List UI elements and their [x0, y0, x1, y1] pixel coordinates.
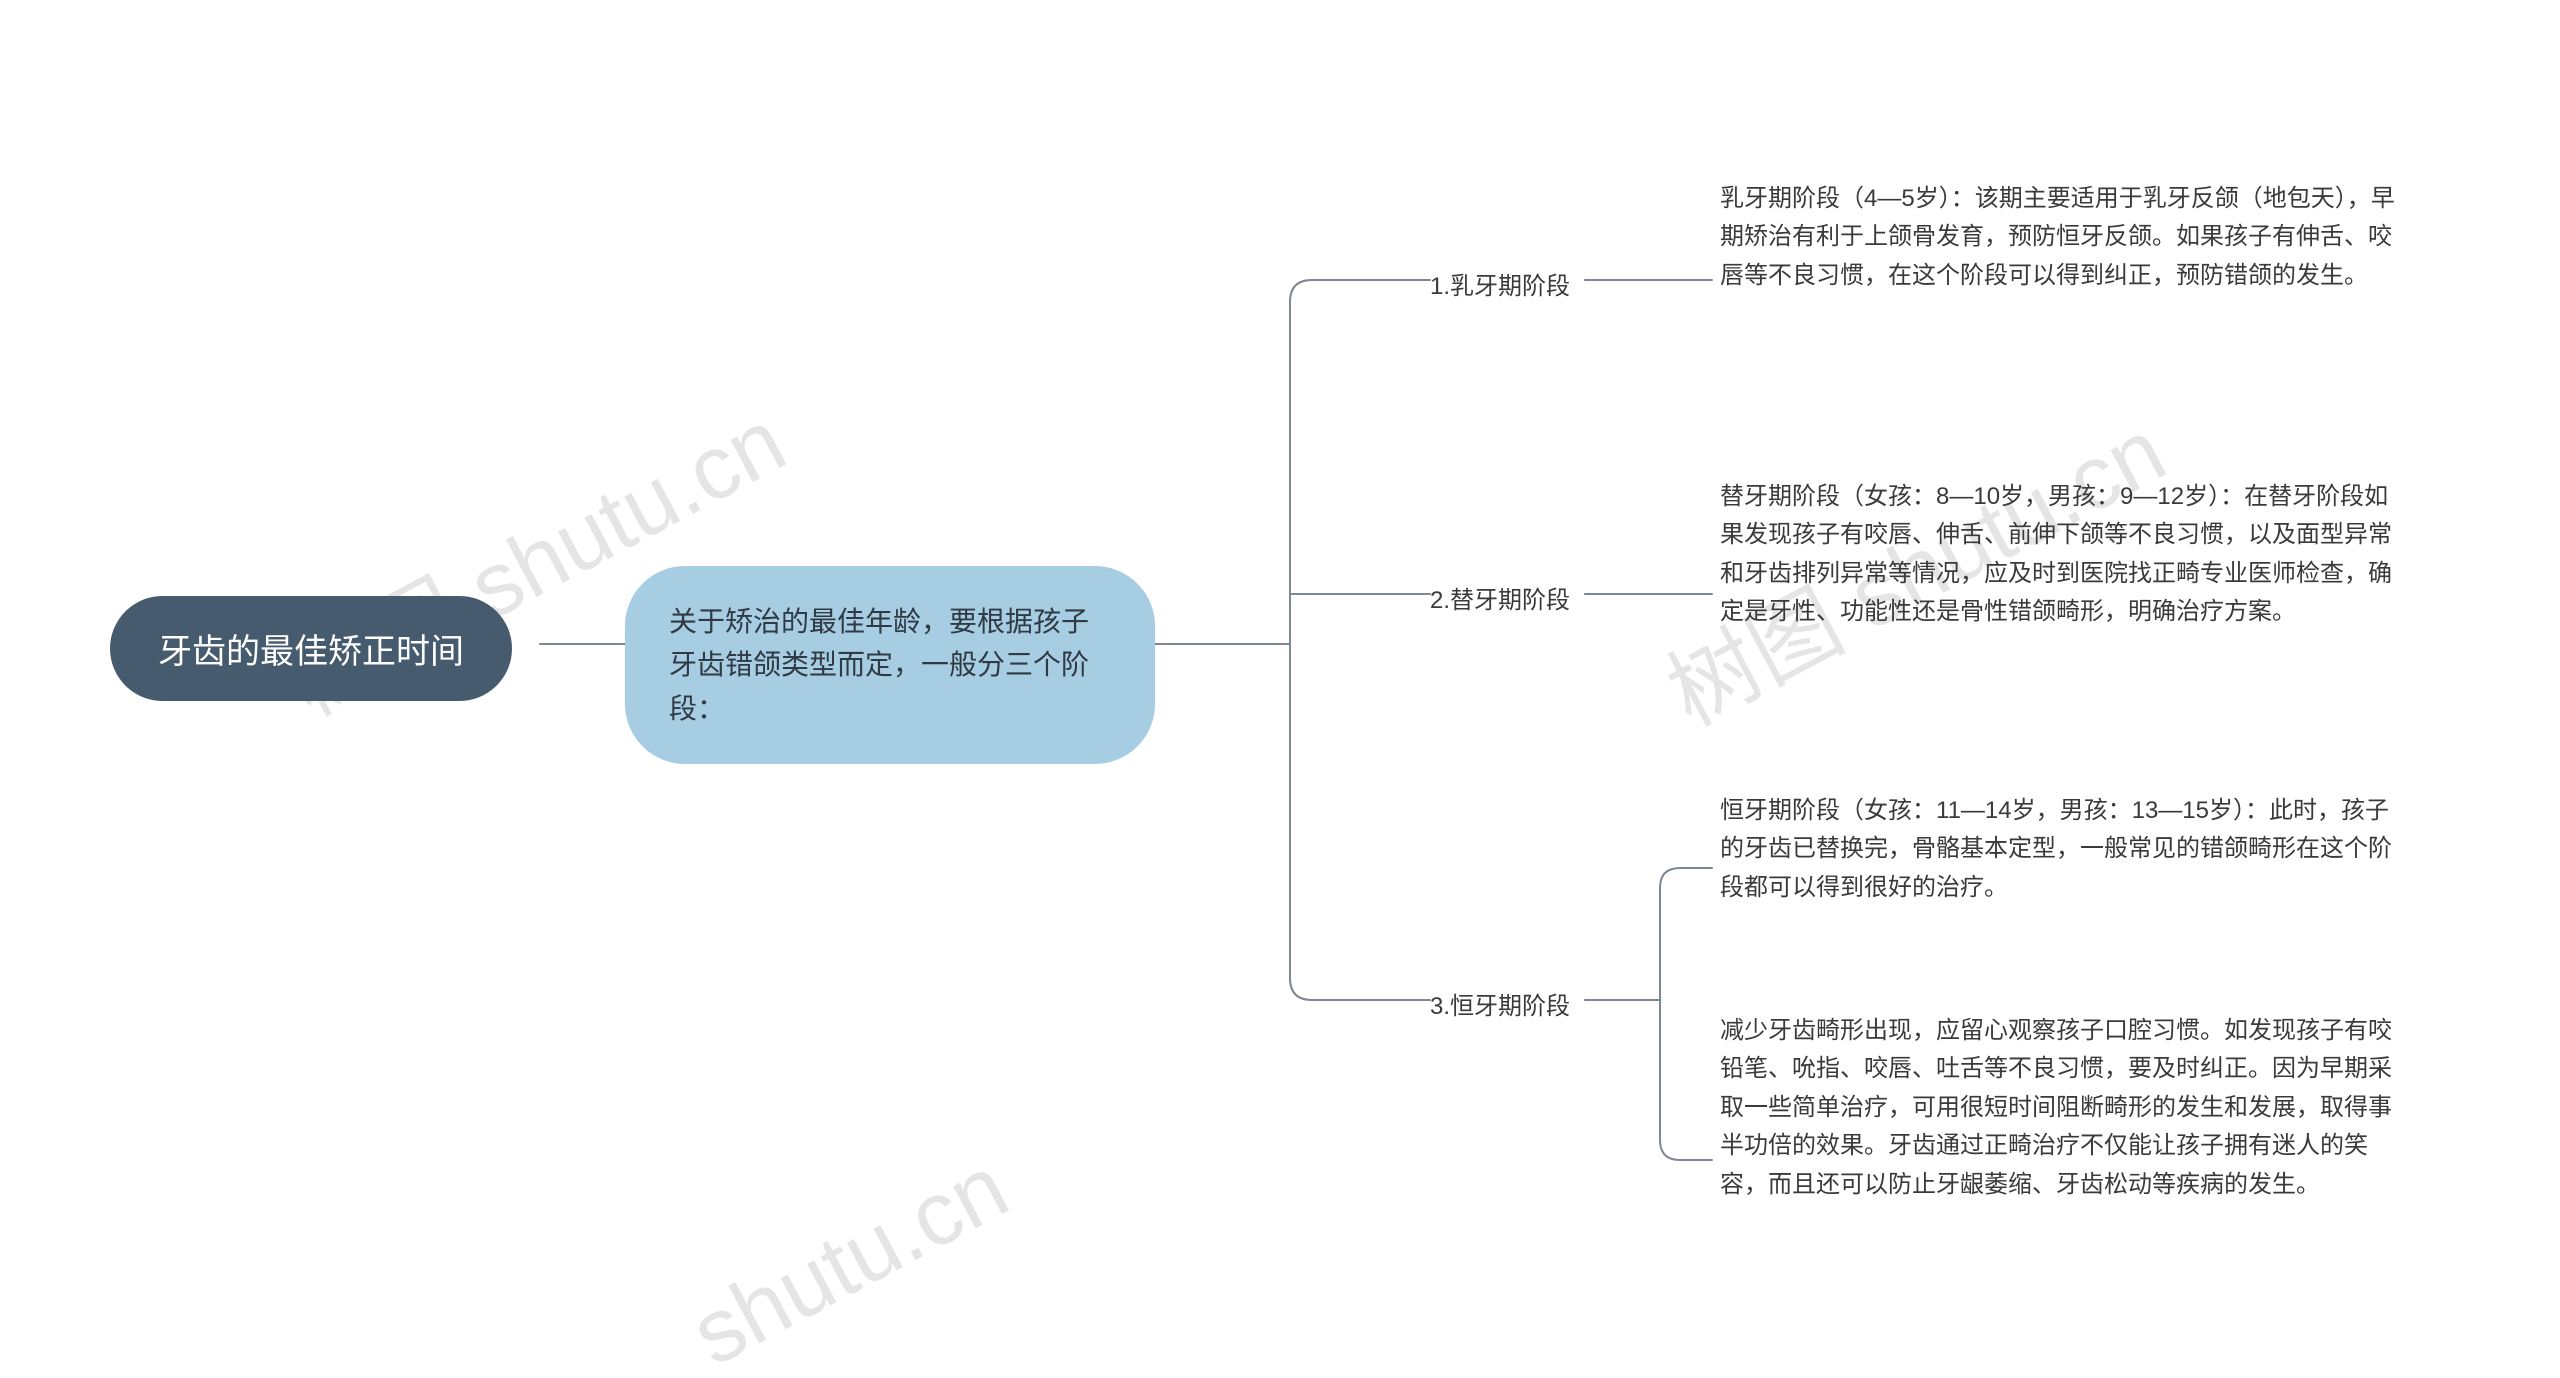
root-node[interactable]: 牙齿的最佳矫正时间 [110, 596, 512, 701]
stage-2-label[interactable]: 2.替牙期阶段 [1430, 580, 1570, 615]
stage-label-text: 3.恒牙期阶段 [1430, 993, 1570, 1020]
stage-1-label[interactable]: 1.乳牙期阶段 [1430, 266, 1570, 301]
description-node[interactable]: 关于矫治的最佳年龄，要根据孩子牙齿错颌类型而定，一般分三个阶段： [625, 566, 1155, 764]
stage-label-text: 2.替牙期阶段 [1430, 587, 1570, 614]
stage-2-leaf-1: 替牙期阶段（女孩：8—10岁，男孩：9—12岁）：在替牙阶段如果发现孩子有咬唇、… [1720, 478, 2400, 632]
root-label: 牙齿的最佳矫正时间 [158, 633, 464, 671]
stage-3-leaf-2: 减少牙齿畸形出现，应留心观察孩子口腔习惯。如发现孩子有咬铅笔、吮指、咬唇、吐舌等… [1720, 1012, 2400, 1204]
description-text: 关于矫治的最佳年龄，要根据孩子牙齿错颌类型而定，一般分三个阶段： [669, 606, 1089, 724]
stage-3-leaf-1: 恒牙期阶段（女孩：11—14岁，男孩：13—15岁）：此时，孩子的牙齿已替换完，… [1720, 792, 2400, 907]
stage-label-text: 1.乳牙期阶段 [1430, 273, 1570, 300]
stage-1-leaf-1: 乳牙期阶段（4—5岁）：该期主要适用于乳牙反颌（地包天），早期矫治有利于上颌骨发… [1720, 180, 2400, 295]
watermark: shutu.cn [676, 1136, 1025, 1378]
stage-3-label[interactable]: 3.恒牙期阶段 [1430, 986, 1570, 1021]
